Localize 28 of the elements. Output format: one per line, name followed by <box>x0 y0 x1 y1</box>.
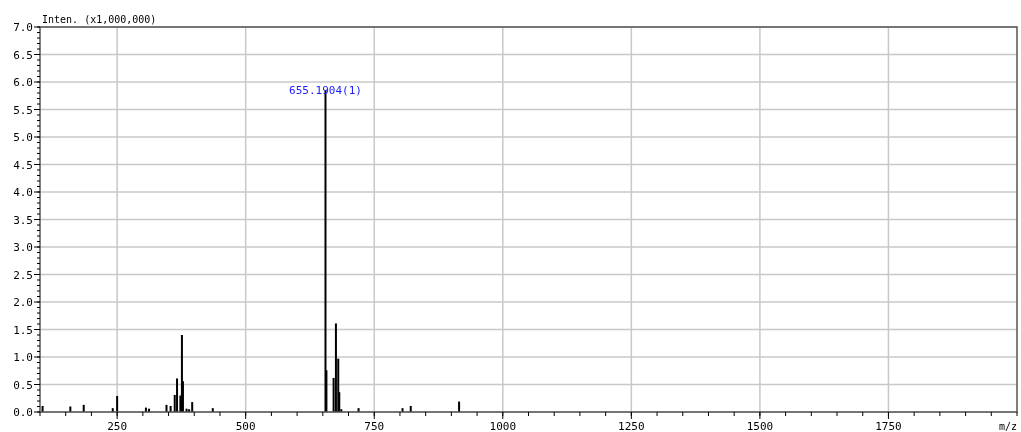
y-tick-label: 2.0 <box>13 296 33 309</box>
x-tick-label: 750 <box>364 420 385 432</box>
y-axis-title: Inten. (x1,000,000) <box>42 14 157 25</box>
annotation: 655.1904(1) <box>289 84 362 98</box>
y-tick-label: 6.0 <box>13 76 33 89</box>
y-tick-label: 5.0 <box>13 131 33 144</box>
y-tick-label: 2.5 <box>13 268 33 282</box>
bar <box>334 323 337 412</box>
y-tick-label: 4.5 <box>13 158 33 172</box>
x-tick-label: 1000 <box>489 420 517 432</box>
bar <box>191 402 194 412</box>
x-tick-label: 1750 <box>875 420 902 432</box>
y-tick-label: 0.5 <box>13 378 33 392</box>
y-tick-label: 3.0 <box>13 241 33 254</box>
y-tick-label: 0.0 <box>13 406 33 419</box>
y-tick-label: 3.5 <box>13 213 33 227</box>
x-tick-label: 1500 <box>746 420 774 432</box>
y-tick-label: 1.5 <box>13 323 33 337</box>
x-axis-title: m/z <box>998 421 1017 432</box>
y-tick-label: 6.5 <box>13 48 33 62</box>
x-tick-label: 1250 <box>618 420 645 432</box>
y-tick-label: 4.0 <box>13 186 33 199</box>
y-tick-label: 1.0 <box>13 351 33 364</box>
bar <box>176 378 179 412</box>
y-tick-label: 7.0 <box>13 21 33 34</box>
y-tick-label: 5.5 <box>13 103 33 117</box>
x-tick-label: 500 <box>235 420 256 432</box>
x-tick-label: 250 <box>107 420 128 432</box>
